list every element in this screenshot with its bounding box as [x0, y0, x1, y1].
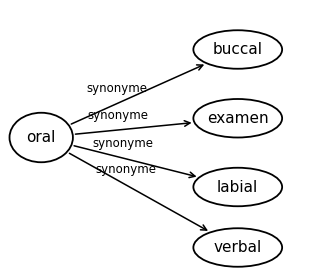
Ellipse shape: [10, 113, 73, 162]
Text: oral: oral: [27, 130, 56, 145]
Text: examen: examen: [207, 111, 268, 126]
Text: verbal: verbal: [214, 240, 262, 255]
Ellipse shape: [193, 30, 282, 69]
Text: synonyme: synonyme: [96, 163, 157, 176]
Text: synonyme: synonyme: [87, 109, 148, 122]
Text: buccal: buccal: [213, 42, 263, 57]
Ellipse shape: [193, 168, 282, 206]
Text: synonyme: synonyme: [87, 82, 148, 95]
Ellipse shape: [193, 99, 282, 138]
Text: labial: labial: [217, 180, 258, 194]
Text: synonyme: synonyme: [92, 137, 153, 150]
Ellipse shape: [193, 228, 282, 267]
